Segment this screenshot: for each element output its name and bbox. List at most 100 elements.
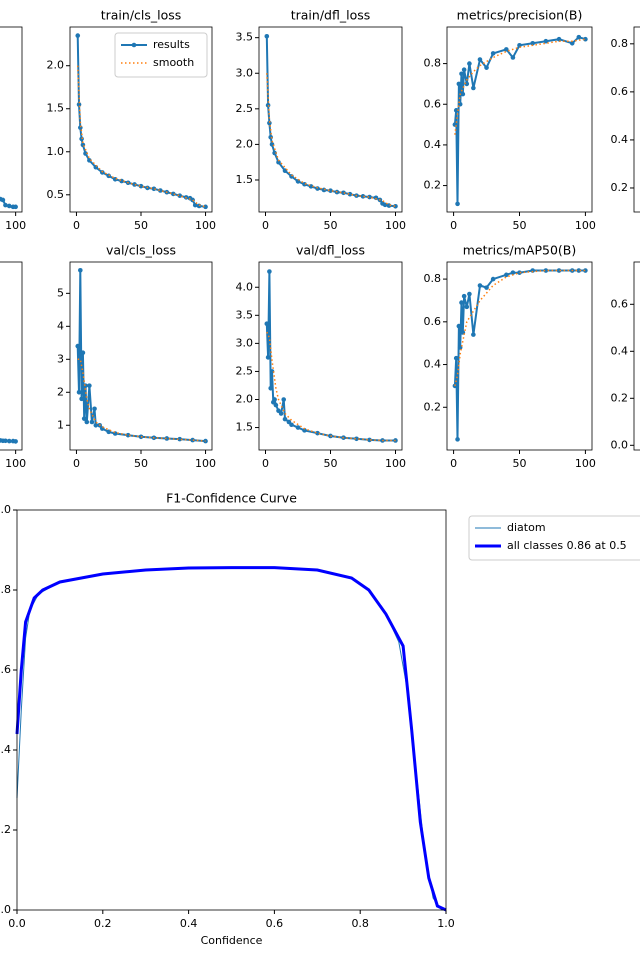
- data-point: [93, 164, 99, 170]
- data-point: [3, 438, 8, 444]
- x-tick-label: 0: [450, 219, 457, 232]
- data-point: [6, 438, 12, 444]
- data-point: [267, 120, 272, 126]
- data-point: [583, 36, 588, 42]
- data-point: [530, 268, 535, 273]
- data-point: [190, 197, 195, 203]
- data-point: [453, 108, 459, 113]
- x-tick-label: 50: [324, 457, 338, 470]
- data-point: [76, 389, 82, 395]
- data-point: [289, 422, 294, 428]
- data-point: [203, 438, 208, 444]
- data-point: [583, 268, 588, 273]
- data-point: [543, 268, 549, 273]
- data-point: [517, 42, 522, 48]
- y-tick-label: 0.6: [611, 297, 629, 310]
- data-point: [461, 67, 467, 72]
- data-point: [83, 151, 88, 156]
- x-axis-label: Confidence: [201, 934, 263, 947]
- data-point: [13, 439, 18, 444]
- x-tick-label: 50: [134, 457, 148, 470]
- data-point: [158, 188, 163, 193]
- plot-frame: [69, 261, 213, 451]
- data-point: [510, 270, 516, 275]
- y-tick-label: 0.2: [0, 823, 11, 836]
- y-tick-label: 2.5: [236, 102, 254, 115]
- plot-frame: [258, 261, 403, 451]
- data-point: [264, 321, 270, 327]
- x-tick-label: 0.8: [351, 917, 369, 930]
- data-point: [272, 397, 277, 402]
- legend-label: diatom: [507, 521, 546, 534]
- panel: 100: [0, 261, 26, 470]
- y-tick-label: 0.2: [611, 181, 629, 194]
- y-tick-label: 0.8: [424, 272, 442, 285]
- y-tick-label: 0.4: [611, 344, 629, 357]
- data-point: [79, 396, 84, 402]
- data-point: [267, 269, 272, 274]
- data-point: [125, 432, 131, 438]
- data-point: [490, 51, 496, 56]
- data-point: [556, 268, 562, 273]
- data-point: [576, 34, 582, 40]
- y-tick-label: 3.5: [236, 31, 254, 44]
- data-point: [170, 191, 176, 197]
- data-point: [556, 36, 562, 42]
- y-tick-label: 4: [57, 319, 64, 332]
- legend-label: all classes 0.86 at 0.5: [507, 539, 627, 552]
- data-point: [456, 81, 462, 87]
- y-tick-label: 0.6: [611, 85, 629, 98]
- plot-frame: [0, 261, 23, 451]
- data-point: [576, 268, 582, 273]
- y-tick-label: 0.5: [47, 188, 65, 201]
- y-tick-label: 0.6: [0, 663, 11, 676]
- data-point: [84, 419, 90, 425]
- x-tick-label: 0: [262, 457, 269, 470]
- x-tick-label: 0: [73, 219, 80, 232]
- data-point: [484, 285, 489, 290]
- x-tick-label: 0: [73, 457, 80, 470]
- data-point: [151, 186, 157, 192]
- data-point: [471, 332, 476, 337]
- data-point: [453, 355, 459, 361]
- data-point: [190, 437, 195, 443]
- y-tick-label: 2.5: [236, 364, 254, 377]
- data-point: [347, 191, 353, 197]
- y-tick-label: 1.5: [236, 421, 254, 434]
- y-tick-label: 0.4: [611, 133, 629, 146]
- panel-title: metrics/mAP50(B): [463, 243, 576, 258]
- y-tick-label: 0.8: [0, 583, 11, 596]
- data-point: [484, 65, 489, 70]
- panel: val/dfl_loss 0 50 100 1.5 2.0 2.5 3.0 3.5 4.0: [236, 243, 407, 471]
- series-line: [265, 36, 396, 208]
- x-tick-label: 100: [5, 219, 26, 232]
- data-point: [93, 422, 99, 428]
- x-tick-label: 100: [195, 219, 216, 232]
- data-point: [79, 136, 84, 142]
- data-point: [192, 202, 198, 208]
- data-point: [459, 71, 464, 77]
- y-tick-label: 0.4: [424, 358, 442, 371]
- data-point: [278, 411, 284, 416]
- y-tick-label: 5: [57, 286, 64, 299]
- x-tick-label: 50: [513, 219, 527, 232]
- data-point: [452, 383, 458, 389]
- data-point: [138, 183, 144, 189]
- y-tick-label: 0.6: [424, 97, 442, 110]
- x-tick-label: 0.0: [8, 917, 26, 930]
- panel-title: train/dfl_loss: [291, 8, 371, 23]
- x-tick-label: 50: [513, 457, 527, 470]
- plot-frame: [16, 509, 447, 911]
- panel-title: val/cls_loss: [106, 243, 176, 258]
- data-point: [80, 350, 86, 356]
- data-point: [471, 85, 476, 91]
- y-tick-label: 0.8: [611, 37, 629, 50]
- series-line: [77, 358, 206, 442]
- plot-frame: [446, 261, 593, 451]
- x-tick-label: 0.2: [94, 917, 112, 930]
- panel: 0.2 0.4 0.6 0.8: [611, 26, 640, 213]
- legend-label: smooth: [153, 56, 194, 69]
- data-point: [264, 33, 270, 39]
- data-point: [89, 419, 95, 425]
- plot-frame: [69, 26, 213, 213]
